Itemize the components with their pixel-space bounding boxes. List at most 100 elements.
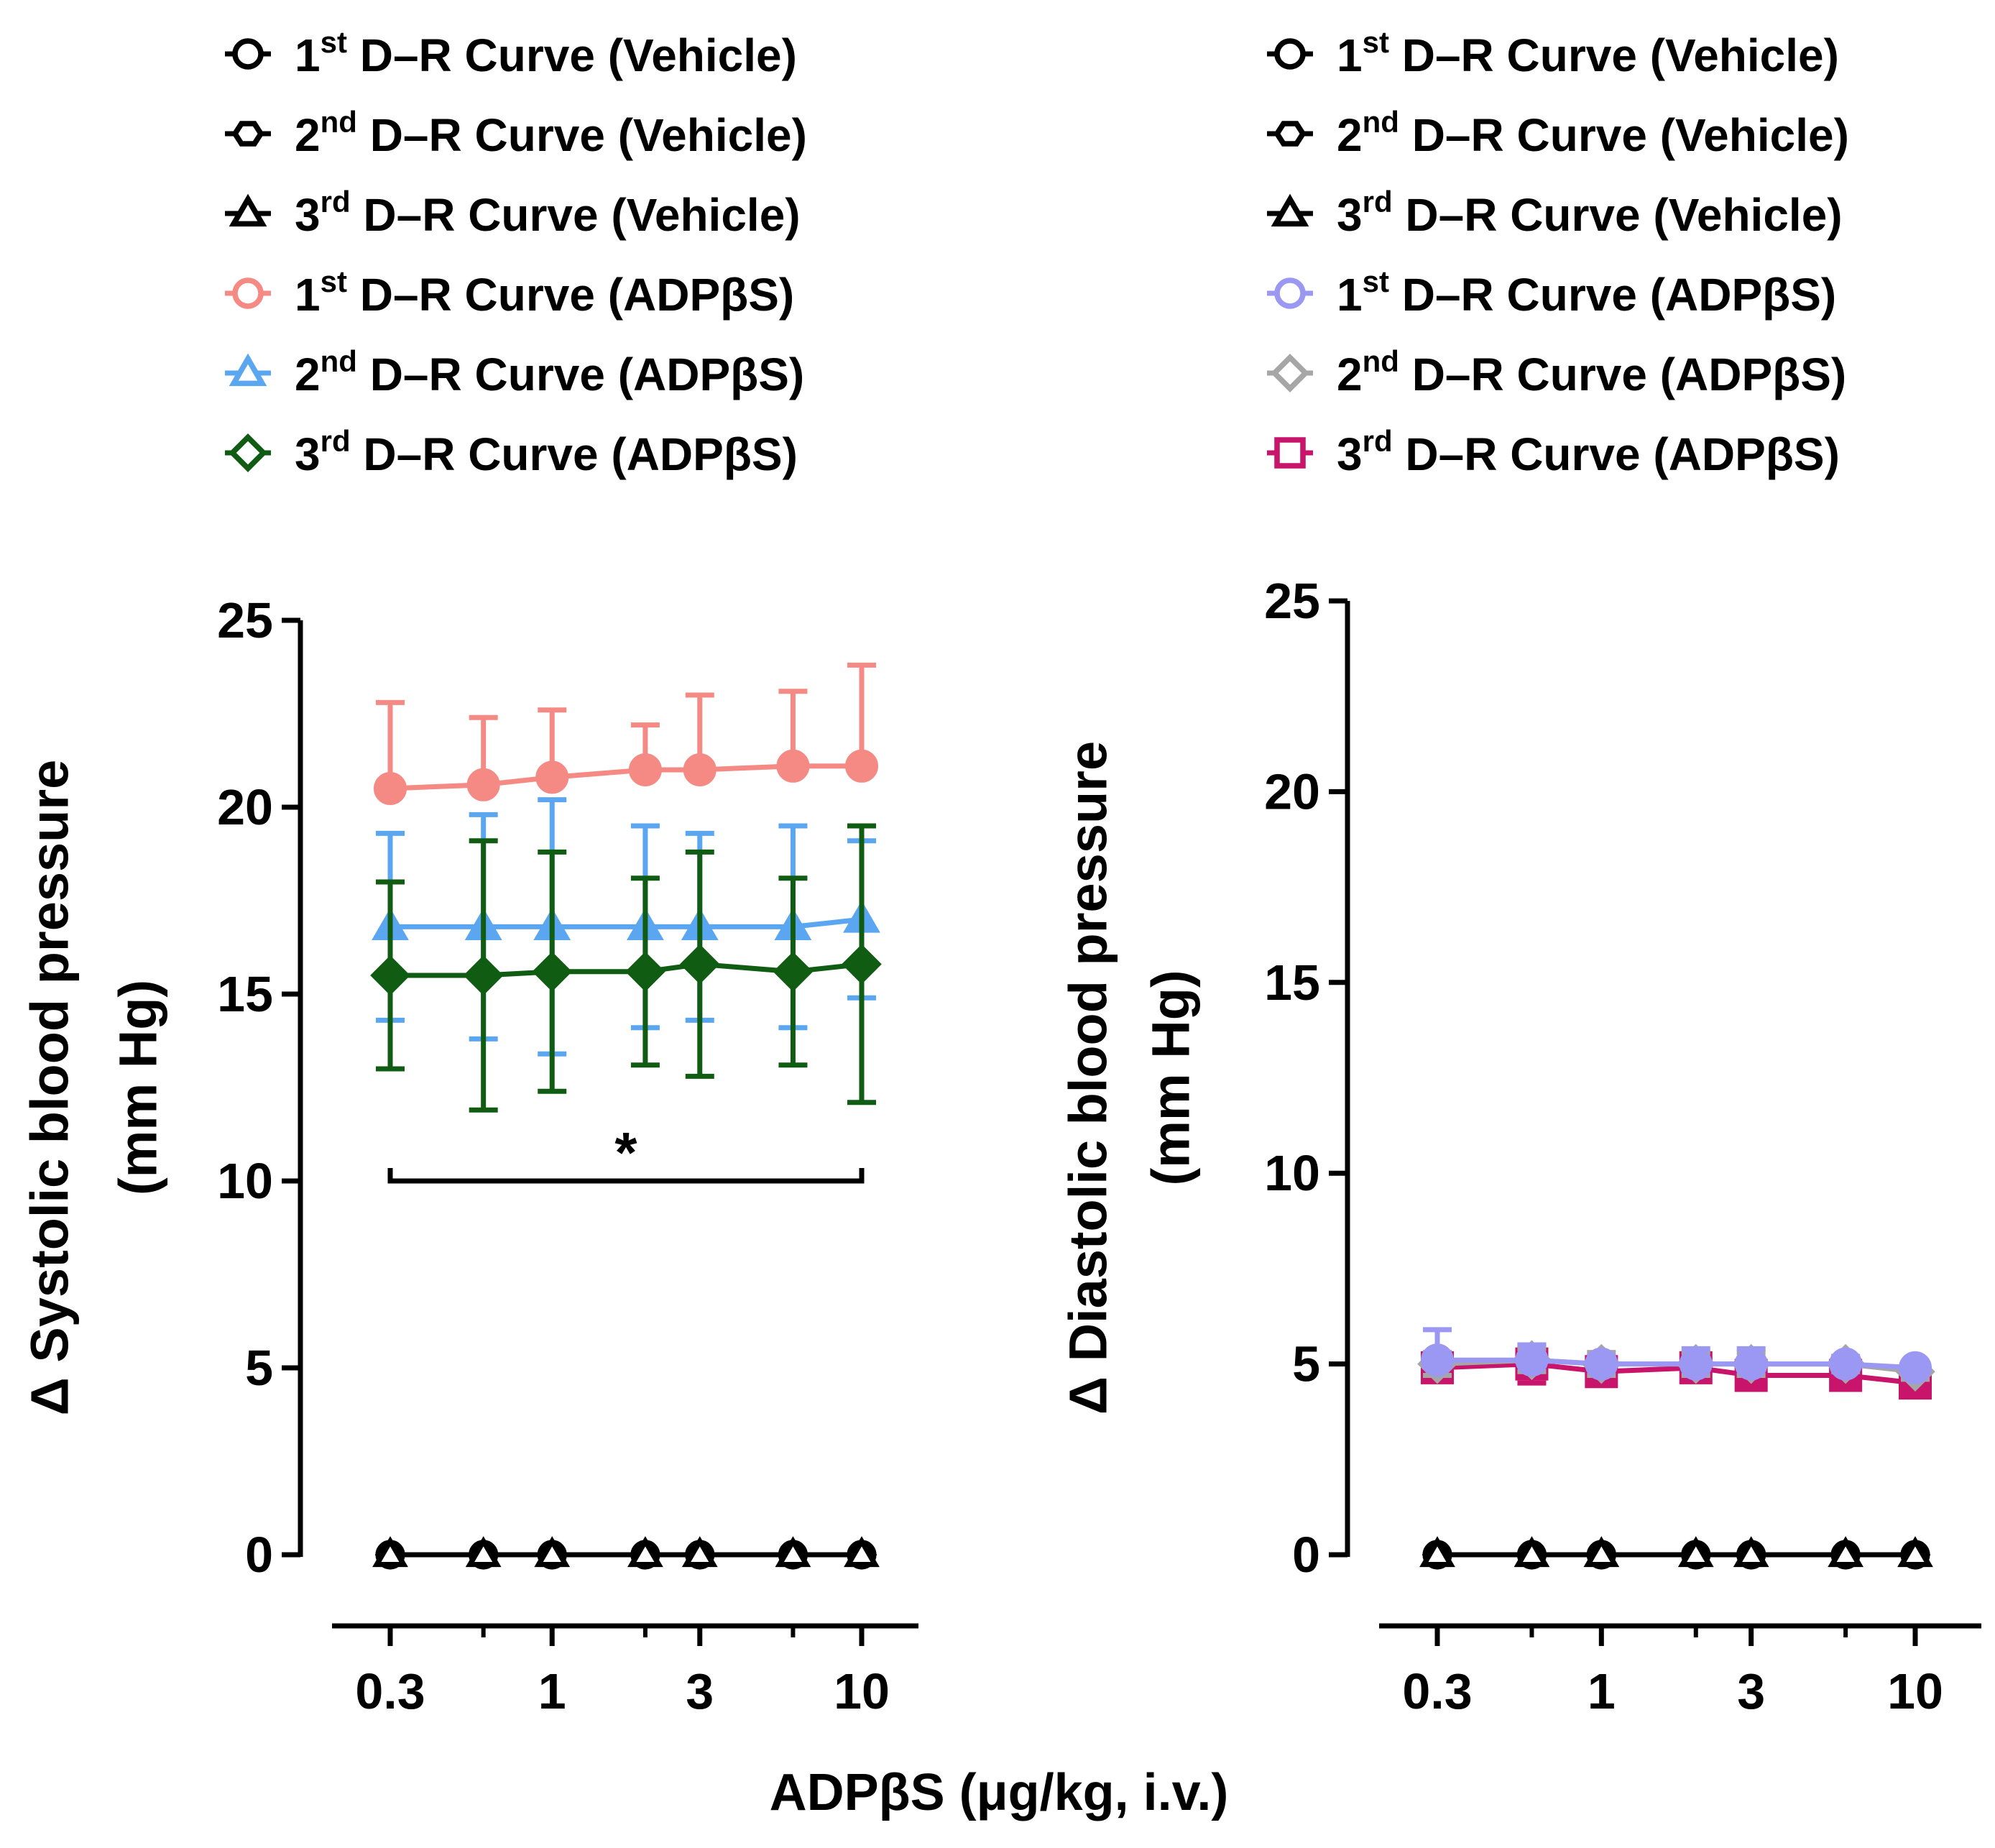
x-tick-label: 3 [1737,1663,1765,1719]
legend-label: 3rd D–R Curve (Vehicle) [295,185,801,241]
data-point [842,944,882,985]
data-point [1585,1347,1618,1381]
x-tick-label: 10 [834,1663,890,1719]
y-tick-label: 20 [217,779,273,835]
legend-label: 2nd D–R Curve (ADPβS) [1337,344,1846,400]
systolic-chart: 0 5 10 15 20 25 0.3 1 3 10 Δ Systolic blood pressu… [20,592,918,1719]
legend-label: 1st D–R Curve (Vehicle) [1337,25,1839,81]
legend-marker [232,38,264,70]
y-tick-label: 0 [1292,1527,1320,1583]
data-point [681,1536,718,1568]
data-point [775,1536,811,1568]
data-point [1828,1536,1864,1568]
y-axis-label: Δ Systolic blood pressure [20,760,80,1416]
data-point [463,955,504,996]
y-tick-label: 10 [1264,1145,1320,1201]
data-point [1733,1536,1769,1568]
legend-label: 3rd D–R Curve (ADPβS) [1337,424,1840,480]
x-axis-label: ADPβS (μg/kg, i.v.) [770,1764,1229,1821]
legend-entry-3rd-d-r-curve-vehicle: 3rd D–R Curve (Vehicle) [225,185,801,241]
legend-entry-3rd-d-r-curve-adp-s: 3rd D–R Curve (ADPβS) [225,424,798,480]
y-axis-label: Δ Diastolic blood pressure [1059,741,1118,1415]
legend-label: 2nd D–R Curve (ADPβS) [295,344,804,400]
data-point [776,749,810,783]
data-point [466,768,500,801]
legend-marker [1274,38,1306,70]
legend-marker [1271,193,1309,227]
data-point [1513,1536,1550,1568]
legend-systolic: 1st D–R Curve (Vehicle) 2nd D–R Curve (Ve… [225,25,807,480]
legend-entry-1st-d-r-curve-adp-s: 1st D–R Curve (ADPβS) [225,265,794,321]
y-axis-unit-label: (mm Hg) [109,980,168,1195]
series-3rd-d-r-curve-adp-s [370,823,882,1113]
data-point [773,951,814,992]
y-tick-label: 25 [1264,573,1320,629]
legend-marker [1271,354,1309,392]
data-point [1421,1343,1454,1377]
x-tick-label: 1 [1588,1663,1616,1719]
x-tick-label: 0.3 [355,1663,425,1719]
data-point [679,944,720,985]
significance-bracket [387,1168,865,1184]
series-3rd-d-r-curve-vehicle [372,1536,880,1568]
y-axis-unit-label: (mm Hg) [1141,970,1201,1185]
data-point [627,1536,663,1568]
series-1st-d-r-curve-adp-s [1421,1327,1932,1384]
legend-entry-2nd-d-r-curve-adp-s: 2nd D–R Curve (ADPβS) [1267,344,1846,400]
data-point [1515,1343,1549,1377]
y-tick-label: 25 [217,592,273,648]
x-tick-label: 10 [1887,1663,1943,1719]
legend-diastolic: 1st D–R Curve (Vehicle) 2nd D–R Curve (Ve… [1267,25,1849,480]
legend-marker [1274,277,1306,309]
data-point [845,749,878,783]
data-point [1829,1347,1863,1381]
legend-label: 1st D–R Curve (ADPβS) [295,265,794,321]
data-point [628,753,662,786]
data-point [532,951,573,992]
data-point [1899,1351,1932,1384]
data-point [372,1536,408,1568]
legend-label: 1st D–R Curve (Vehicle) [295,25,797,81]
legend-marker [1274,437,1306,469]
legend-label: 2nd D–R Curve (Vehicle) [1337,105,1849,161]
legend-label: 3rd D–R Curve (Vehicle) [1337,185,1843,241]
diastolic-chart: 0 5 10 15 20 25 0.3 1 3 10 Δ Diastolic blood press… [1059,573,1981,1719]
legend-entry-2nd-d-r-curve-vehicle: 2nd D–R Curve (Vehicle) [225,105,807,161]
data-point [370,955,410,996]
legend-label: 1st D–R Curve (ADPβS) [1337,265,1836,321]
data-point [1734,1347,1768,1381]
data-point [844,1536,880,1568]
y-tick-label: 0 [245,1527,273,1583]
legend-label: 3rd D–R Curve (ADPβS) [295,424,798,480]
y-tick-label: 10 [217,1153,273,1209]
data-point [374,772,407,805]
significance-asterisk: * [614,1121,637,1185]
data-point [535,760,569,794]
data-point [1679,1347,1713,1381]
series-1st-d-r-curve-adp-s [374,662,878,805]
legend-entry-3rd-d-r-curve-vehicle: 3rd D–R Curve (Vehicle) [1267,185,1843,241]
data-point [1897,1536,1933,1568]
data-point [1419,1536,1455,1568]
legend-marker [229,193,267,227]
data-point [465,1536,502,1568]
legend-marker [229,353,267,387]
y-tick-label: 15 [1264,955,1320,1011]
y-tick-label: 5 [1292,1336,1320,1392]
legend-entry-1st-d-r-curve-adp-s: 1st D–R Curve (ADPβS) [1267,265,1836,321]
data-point [625,951,665,992]
y-tick-label: 20 [1264,763,1320,819]
data-point [534,1536,571,1568]
series-2nd-d-r-curve-adp-s [372,797,880,1057]
legend-entry-3rd-d-r-curve-adp-s: 3rd D–R Curve (ADPβS) [1267,424,1840,480]
y-tick-label: 5 [245,1340,273,1396]
legend-marker [231,121,264,147]
data-point [1677,1536,1714,1568]
legend-label: 2nd D–R Curve (Vehicle) [295,105,807,161]
legend-entry-1st-d-r-curve-vehicle: 1st D–R Curve (Vehicle) [225,25,797,81]
y-tick-label: 15 [217,966,273,1022]
x-tick-label: 3 [686,1663,714,1719]
legend-marker [232,277,264,309]
x-tick-label: 0.3 [1402,1663,1472,1719]
